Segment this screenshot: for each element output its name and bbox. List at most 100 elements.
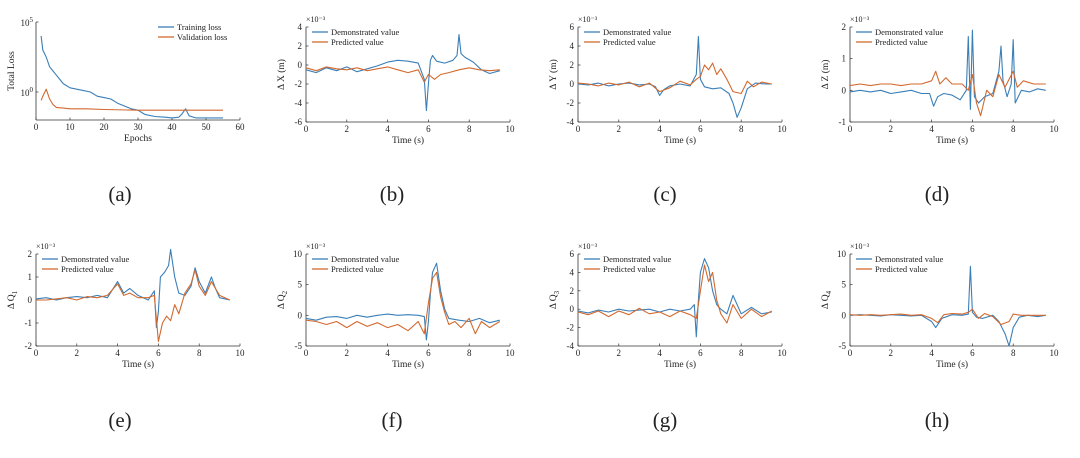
x-tick-label: 6 — [970, 124, 975, 134]
x-tick-label: 2 — [75, 348, 80, 358]
x-tick-label: 0 — [576, 124, 581, 134]
x-tick-label: 0 — [34, 348, 39, 358]
series-line-orange — [305, 271, 501, 335]
x-tick-label: 50 — [202, 122, 212, 132]
y-axis-label: Δ Q3 — [549, 290, 561, 309]
x-tick-label: 6 — [426, 124, 431, 134]
legend-label: Demonstrated value — [331, 254, 399, 264]
y-tick-label: 2 — [842, 22, 847, 32]
x-tick-label: 10 — [1050, 348, 1060, 358]
axis-multiplier: ×10⁻³ — [850, 15, 870, 24]
x-tick-label: 6 — [156, 348, 161, 358]
x-tick-label: 6 — [698, 348, 703, 358]
x-tick-label: 8 — [1011, 124, 1016, 134]
x-tick-label: 4 — [385, 348, 390, 358]
axis-multiplier: ×10⁻³ — [578, 242, 598, 251]
x-tick-label: 30 — [134, 122, 144, 132]
y-tick-label: -5 — [839, 341, 847, 351]
axis-multiplier: ×10⁻³ — [850, 242, 870, 251]
y-axis-label: Δ Z (m) — [820, 60, 831, 90]
x-tick-label: 4 — [385, 124, 390, 134]
axis-multiplier: ×10⁻³ — [306, 242, 326, 251]
x-tick-label: 6 — [698, 124, 703, 134]
y-tick-label: 0 — [570, 304, 575, 314]
x-axis-label: Time (s) — [122, 359, 154, 370]
legend-label: Demonstrated value — [875, 254, 943, 264]
y-tick-label: 6 — [570, 22, 575, 32]
x-tick-label: 8 — [197, 348, 202, 358]
y-tick-label: -4 — [295, 98, 303, 108]
x-tick-label: 4 — [929, 348, 934, 358]
series-line-orange — [36, 269, 231, 342]
panel-caption: (a) — [108, 182, 131, 206]
x-axis-label: Time (s) — [936, 359, 968, 370]
y-tick-label: -2 — [295, 79, 303, 89]
x-axis-label: Time (s) — [936, 135, 968, 146]
y-tick-label: 4 — [298, 22, 303, 32]
y-tick-label: -6 — [295, 117, 303, 127]
x-tick-label: 10 — [778, 124, 788, 134]
x-tick-label: 10 — [778, 348, 788, 358]
legend-label: Predicted value — [61, 264, 114, 274]
legend-label: Demonstrated value — [603, 254, 671, 264]
x-tick-label: 0 — [848, 348, 853, 358]
legend-label: Predicted value — [603, 264, 656, 274]
series-line-blue — [35, 248, 230, 329]
x-axis-label: Time (s) — [664, 359, 696, 370]
y-tick-label: 5 — [842, 280, 847, 290]
panel-caption: (c) — [653, 182, 676, 206]
y-tick-label: 2 — [570, 60, 575, 70]
y-axis-label: Δ Q2 — [277, 290, 289, 309]
y-tick-label: 1 — [842, 54, 847, 64]
series-line-blue — [849, 265, 1046, 347]
x-tick-label: 60 — [236, 122, 246, 132]
panel-caption: (f) — [382, 408, 403, 432]
legend-label: Demonstrated value — [331, 27, 399, 37]
series-line-orange — [577, 264, 773, 324]
y-tick-label: -2 — [567, 323, 575, 333]
x-tick-label: 2 — [889, 124, 894, 134]
series-line-blue — [577, 258, 772, 338]
y-tick-label: -1 — [839, 117, 847, 127]
x-axis-label: Epochs — [124, 134, 152, 144]
y-tick-label: 100 — [21, 86, 34, 98]
axis-multiplier: ×10⁻³ — [578, 15, 598, 24]
x-tick-label: 6 — [970, 348, 975, 358]
y-tick-label: 0 — [842, 310, 847, 320]
y-axis-label: Δ Q4 — [821, 290, 833, 309]
y-tick-label: 105 — [21, 16, 34, 28]
panel-caption: (e) — [108, 408, 131, 432]
y-tick-label: 10 — [293, 249, 303, 259]
x-tick-label: 10 — [1050, 124, 1060, 134]
y-tick-label: 1 — [28, 272, 33, 282]
y-tick-label: 0 — [28, 295, 33, 305]
x-tick-label: 8 — [467, 348, 472, 358]
x-tick-label: 2 — [345, 348, 350, 358]
x-axis-label: Time (s) — [392, 359, 424, 370]
y-axis-label: Δ Q1 — [7, 290, 19, 309]
y-tick-label: 0 — [842, 85, 847, 95]
y-tick-label: -5 — [295, 341, 303, 351]
legend-label: Training loss — [177, 22, 221, 32]
y-tick-label: 2 — [570, 286, 575, 296]
x-tick-label: 10 — [506, 348, 516, 358]
x-tick-label: 8 — [467, 124, 472, 134]
legend-label: Demonstrated value — [875, 27, 943, 37]
panel-caption: (b) — [380, 182, 405, 206]
x-tick-label: 4 — [657, 124, 662, 134]
legend-label: Predicted value — [875, 37, 928, 47]
y-tick-label: 0 — [298, 60, 303, 70]
legend-label: Predicted value — [875, 264, 928, 274]
x-tick-label: 8 — [739, 348, 744, 358]
axis-multiplier: ×10⁻³ — [306, 15, 326, 24]
series-line-blue — [849, 29, 1046, 110]
x-tick-label: 6 — [426, 348, 431, 358]
x-tick-label: 0 — [576, 348, 581, 358]
x-tick-label: 2 — [617, 124, 622, 134]
